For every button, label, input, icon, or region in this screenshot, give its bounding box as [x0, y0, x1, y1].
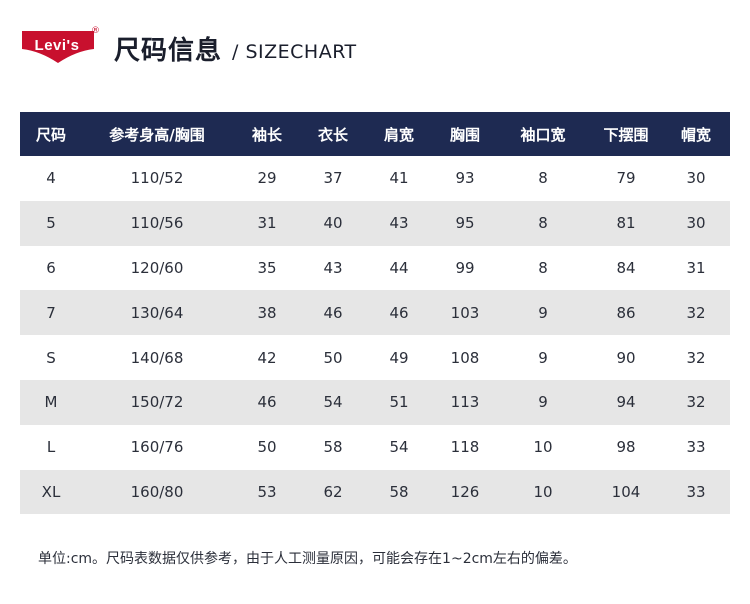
table-cell: 31	[662, 245, 730, 291]
table-cell: 35	[232, 245, 302, 291]
table-cell: 8	[496, 156, 590, 201]
table-row: S 140/68 42 50 49 108 9 90 32	[20, 335, 730, 380]
column-header: 下摆围	[590, 112, 662, 156]
table-cell: M	[20, 379, 82, 425]
table-cell: 6	[20, 245, 82, 291]
table-cell: 118	[434, 424, 496, 470]
table-cell: 9	[496, 335, 590, 380]
table-cell: 38	[232, 290, 302, 336]
table-cell: 37	[302, 156, 364, 201]
table-cell: 110/52	[82, 156, 232, 201]
table-cell: 98	[590, 424, 662, 470]
table-cell: 54	[302, 379, 364, 425]
table-cell: 5	[20, 200, 82, 246]
table-cell: 150/72	[82, 379, 232, 425]
table-cell: 50	[302, 335, 364, 380]
table-cell: 46	[232, 379, 302, 425]
table-row: M 150/72 46 54 51 113 9 94 32	[20, 379, 730, 425]
levis-logo: Levi's ®	[20, 26, 100, 67]
logo-wordmark: Levi's	[34, 37, 80, 54]
table-header-row: 尺码 参考身高/胸围 袖长 衣长 肩宽 胸围 袖口宽 下摆围 帽宽	[20, 112, 730, 156]
column-header: 袖长	[232, 112, 302, 156]
table-cell: 33	[662, 469, 730, 515]
table-cell: 43	[364, 200, 434, 246]
table-row: L 160/76 50 58 54 118 10 98 33	[20, 424, 730, 470]
table-cell: 81	[590, 200, 662, 246]
column-header: 帽宽	[662, 112, 730, 156]
measurement-note: 单位:cm。尺码表数据仅供参考，由于人工测量原因，可能会存在1~2cm左右的偏差…	[38, 551, 577, 567]
table-cell: 86	[590, 290, 662, 336]
table-row: 6 120/60 35 43 44 99 8 84 31	[20, 245, 730, 291]
table-cell: 8	[496, 245, 590, 291]
header: Levi's ® 尺码信息 / SIZECHART	[20, 26, 357, 70]
table-cell: 103	[434, 290, 496, 336]
table-cell: 54	[364, 424, 434, 470]
table-cell: 120/60	[82, 245, 232, 291]
table-cell: 49	[364, 335, 434, 380]
table-cell: 160/80	[82, 469, 232, 515]
table-cell: 99	[434, 245, 496, 291]
column-header: 尺码	[20, 112, 82, 156]
table-cell: 58	[364, 469, 434, 515]
table-cell: 9	[496, 379, 590, 425]
table-cell: 51	[364, 379, 434, 425]
table-cell: 8	[496, 200, 590, 246]
table-cell: 32	[662, 290, 730, 336]
size-chart-table: 尺码 参考身高/胸围 袖长 衣长 肩宽 胸围 袖口宽 下摆围 帽宽 4 110/5…	[20, 112, 730, 515]
table-cell: 7	[20, 290, 82, 336]
table-cell: 90	[590, 335, 662, 380]
table-cell: L	[20, 424, 82, 470]
registered-mark: ®	[91, 26, 100, 36]
table-row: XL 160/80 53 62 58 126 10 104 33	[20, 469, 730, 515]
table-cell: 44	[364, 245, 434, 291]
table-cell: 40	[302, 200, 364, 246]
table-row: 4 110/52 29 37 41 93 8 79 30	[20, 156, 730, 201]
table-cell: XL	[20, 469, 82, 515]
table-cell: 32	[662, 335, 730, 380]
table-cell: 10	[496, 424, 590, 470]
table-cell: 33	[662, 424, 730, 470]
table-cell: 46	[302, 290, 364, 336]
table-cell: 29	[232, 156, 302, 201]
table-cell: 79	[590, 156, 662, 201]
table-cell: 10	[496, 469, 590, 515]
table-cell: 126	[434, 469, 496, 515]
column-header: 参考身高/胸围	[82, 112, 232, 156]
column-header: 肩宽	[364, 112, 434, 156]
table-cell: 160/76	[82, 424, 232, 470]
table-cell: 4	[20, 156, 82, 201]
table-row: 7 130/64 38 46 46 103 9 86 32	[20, 290, 730, 336]
table-cell: 58	[302, 424, 364, 470]
column-header: 胸围	[434, 112, 496, 156]
table-cell: 30	[662, 156, 730, 201]
column-header: 衣长	[302, 112, 364, 156]
page-title: 尺码信息	[114, 35, 223, 66]
column-header: 袖口宽	[496, 112, 590, 156]
table-cell: 32	[662, 379, 730, 425]
table-cell: 104	[590, 469, 662, 515]
table-cell: S	[20, 335, 82, 380]
table-cell: 130/64	[82, 290, 232, 336]
table-cell: 41	[364, 156, 434, 201]
table-cell: 53	[232, 469, 302, 515]
table-cell: 93	[434, 156, 496, 201]
table-cell: 50	[232, 424, 302, 470]
page-subtitle: / SIZECHART	[232, 41, 357, 63]
table-cell: 9	[496, 290, 590, 336]
table-cell: 113	[434, 379, 496, 425]
table-cell: 110/56	[82, 200, 232, 246]
table-row: 5 110/56 31 40 43 95 8 81 30	[20, 200, 730, 246]
table-cell: 30	[662, 200, 730, 246]
table-cell: 46	[364, 290, 434, 336]
table-cell: 84	[590, 245, 662, 291]
table-cell: 108	[434, 335, 496, 380]
table-cell: 95	[434, 200, 496, 246]
table-cell: 62	[302, 469, 364, 515]
table-cell: 43	[302, 245, 364, 291]
table-cell: 94	[590, 379, 662, 425]
table-cell: 140/68	[82, 335, 232, 380]
table-cell: 31	[232, 200, 302, 246]
table-cell: 42	[232, 335, 302, 380]
